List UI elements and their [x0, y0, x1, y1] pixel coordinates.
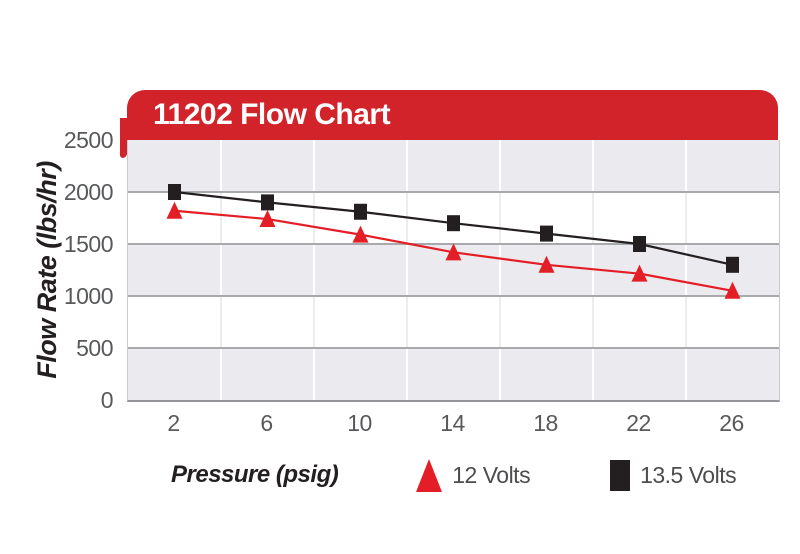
legend-item-12-volts: 12 Volts — [416, 458, 531, 492]
square-data-marker — [261, 194, 274, 211]
x-tick-label-6: 6 — [260, 410, 273, 436]
square-data-marker — [447, 215, 460, 232]
horizontal-gridline-2000 — [128, 191, 779, 193]
gray-band — [128, 140, 779, 192]
horizontal-gridline-500 — [128, 347, 779, 349]
triangle-data-marker — [631, 264, 648, 282]
x-tick-label-18: 18 — [533, 410, 558, 436]
x-tick-label-26: 26 — [719, 410, 744, 436]
vertical-gridline — [592, 140, 594, 192]
y-tick-label-1000: 1000 — [63, 283, 114, 309]
square-data-marker — [540, 225, 553, 242]
x-axis-title: Pressure (psig) — [171, 461, 339, 488]
series-layer — [166, 184, 741, 299]
vertical-gridline — [592, 348, 594, 400]
vertical-gridline — [685, 192, 687, 244]
vertical-gridline — [499, 244, 501, 296]
vertical-gridline — [499, 296, 501, 348]
vertical-gridline — [499, 192, 501, 244]
vertical-gridline — [685, 244, 687, 296]
vertical-gridline — [220, 244, 222, 296]
vertical-gridline — [313, 348, 315, 400]
vertical-gridline — [406, 244, 408, 296]
square-data-marker — [168, 184, 181, 200]
y-axis-title: Flow Rate (lbs/hr) — [32, 161, 62, 379]
vertical-gridline — [592, 192, 594, 244]
y-tick-label-0: 0 — [100, 387, 114, 413]
x-tick-label-14: 14 — [440, 410, 465, 436]
vertical-gridline — [685, 296, 687, 348]
triangle-data-marker — [724, 281, 741, 299]
vertical-gridline — [592, 296, 594, 348]
square-data-marker — [726, 256, 739, 273]
triangle-data-marker — [352, 225, 369, 243]
vertical-gridline — [499, 348, 501, 400]
triangle-data-marker — [166, 201, 183, 219]
vertical-gridline — [406, 348, 408, 400]
vertical-gridline — [220, 192, 222, 244]
y-tick-label-2500: 2500 — [63, 127, 114, 153]
vertical-gridline — [313, 192, 315, 244]
chart-title: 11202 Flow Chart — [153, 98, 391, 131]
vertical-gridline — [313, 296, 315, 348]
horizontal-gridline-1000 — [128, 295, 779, 297]
vertical-gridline — [685, 348, 687, 400]
square-data-marker — [354, 203, 367, 220]
y-tick-label-500: 500 — [76, 335, 113, 361]
banner-left-tail — [120, 118, 130, 158]
x-tick-label-2: 2 — [167, 410, 180, 436]
vertical-gridline — [313, 140, 315, 192]
x-tick-label-10: 10 — [347, 410, 372, 436]
triangle-data-marker — [538, 255, 555, 273]
triangle-data-marker — [445, 243, 462, 261]
legend-label-13-5-volts: 13.5 Volts — [640, 461, 737, 488]
vertical-gridline — [220, 140, 222, 192]
x-tick-label-22: 22 — [626, 410, 651, 436]
square-marker-icon — [610, 459, 631, 491]
y-tick-label-1500: 1500 — [63, 231, 114, 257]
vertical-gridline — [220, 296, 222, 348]
vertical-gridline — [406, 296, 408, 348]
vertical-gridline — [685, 140, 687, 192]
triangle-data-marker — [259, 210, 276, 228]
legend-label-12-volts: 12 Volts — [452, 461, 531, 488]
y-tick-label-2000: 2000 — [63, 179, 114, 205]
vertical-gridline — [406, 140, 408, 192]
chart-title-banner: 11202 Flow Chart — [127, 90, 778, 140]
vertical-gridline — [220, 348, 222, 400]
vertical-gridline — [313, 244, 315, 296]
gray-band — [128, 348, 779, 400]
triangle-marker-icon — [416, 458, 443, 492]
bottom-row: Pressure (psig) 12 Volts 13.5 Volts — [127, 452, 778, 498]
vertical-gridline — [499, 140, 501, 192]
legend-item-13-5-volts: 13.5 Volts — [610, 459, 737, 491]
plot-area — [127, 140, 780, 402]
square-data-marker — [633, 236, 646, 252]
